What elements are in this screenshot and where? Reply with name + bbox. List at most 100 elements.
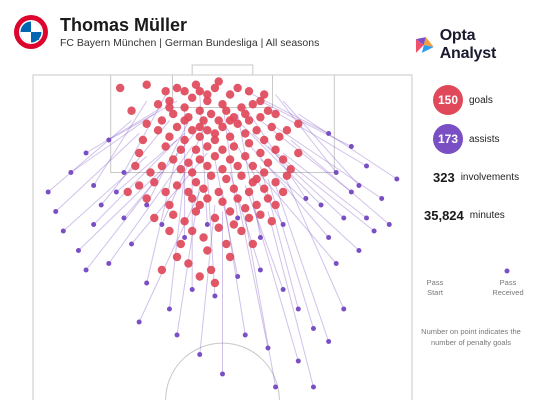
goal-point [225, 155, 235, 164]
goal-point [210, 129, 220, 138]
goal-point [199, 116, 208, 125]
assist-line [298, 113, 398, 180]
assist-point [113, 189, 119, 195]
assist-point [83, 267, 89, 273]
goal-point [161, 142, 170, 151]
goal-point [271, 145, 280, 154]
goal-point [275, 132, 284, 141]
assist-point [220, 371, 225, 377]
goal-point [218, 165, 227, 174]
involvements-label: involvements [460, 172, 520, 183]
assist-line [85, 172, 163, 271]
goal-point [263, 158, 273, 167]
goal-point [229, 184, 239, 193]
assist-line [267, 211, 314, 388]
goal-point [259, 184, 269, 193]
assist-point [53, 209, 59, 214]
assist-line [275, 126, 382, 199]
goal-point [210, 83, 220, 93]
goal-point [203, 142, 212, 151]
assist-point [326, 339, 332, 344]
assist-point [280, 222, 286, 227]
assist-line [168, 172, 186, 310]
goal-point [237, 171, 246, 180]
goal-point [191, 207, 201, 216]
goal-point [157, 265, 167, 275]
goal-point [218, 197, 227, 206]
goal-point [127, 106, 136, 115]
goal-point [191, 178, 201, 187]
assist-point [189, 287, 195, 292]
goal-point [138, 135, 148, 145]
assist-point [129, 241, 135, 247]
goal-point [176, 165, 186, 174]
assist-point [341, 306, 347, 312]
goal-point [256, 113, 265, 122]
goal-point [244, 213, 254, 223]
goal-point [218, 100, 227, 109]
goal-point [153, 100, 163, 109]
goal-point [248, 161, 258, 171]
goal-point [187, 226, 197, 236]
assist-line [282, 100, 360, 186]
goal-point [203, 161, 212, 171]
goals-label: goals [469, 94, 493, 106]
goal-point [165, 103, 174, 112]
goal-point [218, 145, 227, 154]
goal-point [229, 220, 239, 229]
goal-point [218, 122, 227, 132]
centre-circle-arc [165, 342, 280, 400]
assist-point [333, 170, 339, 175]
goal-point [256, 96, 265, 106]
assist-line [123, 87, 170, 173]
legend-pass-start: Pass Start [426, 278, 444, 297]
assist-point [265, 345, 271, 351]
assist-point [45, 189, 51, 195]
assist-point [280, 287, 286, 292]
assist-line [237, 120, 322, 206]
goal-point [244, 139, 254, 148]
assist-line [290, 139, 390, 225]
goal-point [210, 213, 220, 223]
assist-line [282, 152, 367, 219]
goal-point [157, 116, 167, 125]
minutes-label: minutes [469, 210, 505, 221]
goal-point [187, 194, 197, 203]
goal-point [191, 145, 201, 154]
goal-point [244, 187, 254, 197]
goal-point [184, 187, 193, 197]
assist-point [98, 202, 104, 208]
assist-point [318, 202, 324, 208]
goal-point [153, 126, 163, 135]
goal-point [176, 239, 186, 249]
goal-point [134, 181, 144, 190]
goal-point [180, 116, 189, 125]
goal-point [172, 122, 182, 132]
assist-point [310, 384, 316, 390]
assist-line [260, 120, 352, 193]
legend-pass-received: Pass Received [492, 278, 524, 297]
assist-point [166, 306, 172, 312]
goal-point [195, 122, 204, 132]
opta-logo-icon [415, 37, 434, 53]
goal-point [210, 278, 220, 288]
assist-point [159, 222, 165, 227]
assist-line [252, 204, 299, 362]
assist-point [326, 235, 332, 240]
assist-point [197, 352, 203, 357]
goal-points [115, 77, 303, 288]
assist-line [131, 152, 208, 245]
goal-point [214, 223, 223, 232]
goal-point [263, 194, 273, 203]
assists-count: 173 [433, 124, 463, 154]
assist-point [106, 261, 112, 266]
goal-point [271, 200, 280, 210]
assist-line [222, 191, 246, 336]
goal-point [184, 259, 193, 268]
assist-point [212, 293, 218, 299]
goal-point [161, 187, 170, 197]
goal-point [237, 226, 246, 236]
assist-point [371, 228, 377, 234]
goal-point [225, 116, 235, 125]
